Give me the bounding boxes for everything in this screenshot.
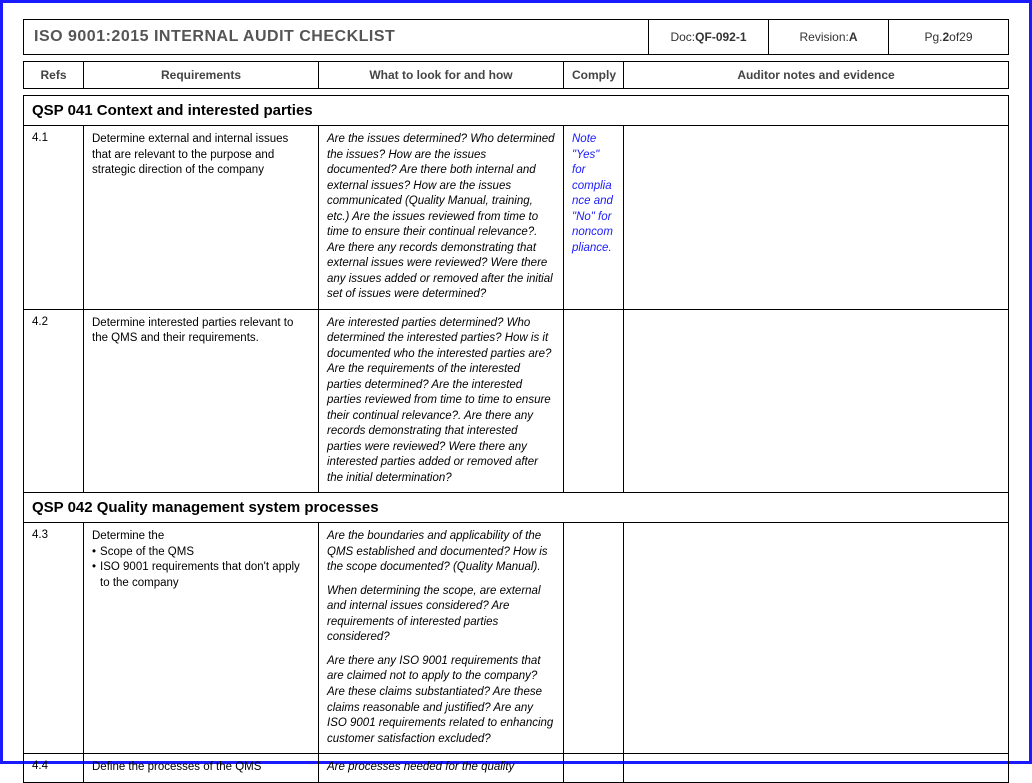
table-row: 4.4 Define the processes of the QMS Are …	[24, 754, 1008, 783]
req-bullet-text: ISO 9001 requirements that don't apply t…	[100, 560, 310, 591]
cell-comply	[564, 754, 624, 782]
pg-value: 2	[942, 30, 949, 44]
cell-refs: 4.2	[24, 310, 84, 493]
bullet-icon: •	[92, 545, 96, 561]
section-heading: QSP 041 Context and interested parties	[24, 96, 1008, 126]
cell-notes	[624, 310, 1008, 493]
table-row: 4.2 Determine interested parties relevan…	[24, 310, 1008, 494]
col-header-comply: Comply	[564, 62, 624, 88]
cell-requirements: Determine the •Scope of the QMS •ISO 900…	[84, 523, 319, 753]
what-text: When determining the scope, are external…	[327, 584, 555, 646]
cell-what: Are interested parties determined? Who d…	[319, 310, 564, 493]
cell-notes	[624, 126, 1008, 309]
doc-id-cell: Doc: QF-092-1	[648, 20, 768, 54]
col-header-refs: Refs	[24, 62, 84, 88]
cell-what: Are the issues determined? Who determine…	[319, 126, 564, 309]
section-heading: QSP 042 Quality management system proces…	[24, 493, 1008, 523]
checklist-table: QSP 041 Context and interested parties 4…	[23, 95, 1009, 783]
doc-value: QF-092-1	[695, 30, 746, 44]
pg-label: Pg.	[924, 30, 942, 44]
cell-comply	[564, 523, 624, 753]
what-text: Are processes needed for the quality	[327, 760, 555, 776]
pg-total: 29	[959, 30, 972, 44]
what-text: Are there any ISO 9001 requirements that…	[327, 654, 555, 747]
col-header-what: What to look for and how	[319, 62, 564, 88]
col-header-notes: Auditor notes and evidence	[624, 62, 1008, 88]
req-bullet: •Scope of the QMS	[92, 545, 310, 561]
cell-comply	[564, 310, 624, 493]
what-text: Are interested parties determined? Who d…	[327, 316, 555, 487]
req-bullet-text: Scope of the QMS	[100, 545, 194, 561]
document-page: ISO 9001:2015 Internal Audit Checklist D…	[0, 0, 1032, 764]
cell-requirements: Define the processes of the QMS	[84, 754, 319, 782]
table-row: 4.1 Determine external and internal issu…	[24, 126, 1008, 310]
doc-label: Doc:	[670, 30, 695, 44]
document-header: ISO 9001:2015 Internal Audit Checklist D…	[23, 19, 1009, 55]
cell-requirements: Determine interested parties relevant to…	[84, 310, 319, 493]
cell-refs: 4.1	[24, 126, 84, 309]
table-row: 4.3 Determine the •Scope of the QMS •ISO…	[24, 523, 1008, 754]
cell-refs: 4.4	[24, 754, 84, 782]
rev-value: A	[849, 30, 858, 44]
req-intro: Determine the	[92, 529, 310, 545]
rev-label: Revision:	[799, 30, 848, 44]
cell-notes	[624, 523, 1008, 753]
page-number-cell: Pg. 2 of 29	[888, 20, 1008, 54]
column-header-row: Refs Requirements What to look for and h…	[23, 61, 1009, 89]
cell-notes	[624, 754, 1008, 782]
cell-refs: 4.3	[24, 523, 84, 753]
what-text: Are the boundaries and applicability of …	[327, 529, 555, 576]
cell-requirements: Determine external and internal issues t…	[84, 126, 319, 309]
cell-what: Are processes needed for the quality	[319, 754, 564, 782]
document-title: ISO 9001:2015 Internal Audit Checklist	[24, 20, 648, 54]
cell-comply: Note "Yes" for complia nce and "No" for …	[564, 126, 624, 309]
what-text: Are the issues determined? Who determine…	[327, 132, 555, 303]
cell-what: Are the boundaries and applicability of …	[319, 523, 564, 753]
req-bullet: •ISO 9001 requirements that don't apply …	[92, 560, 310, 591]
pg-of: of	[949, 30, 959, 44]
col-header-requirements: Requirements	[84, 62, 319, 88]
revision-cell: Revision: A	[768, 20, 888, 54]
bullet-icon: •	[92, 560, 96, 591]
